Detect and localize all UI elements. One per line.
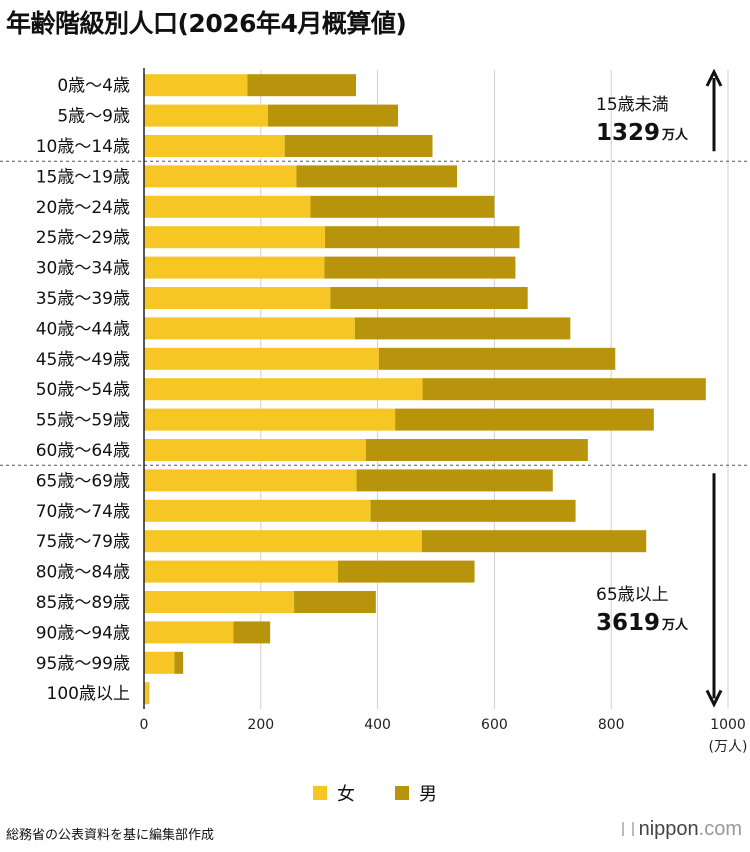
bar-female	[144, 560, 338, 583]
legend-label-female: 女	[337, 784, 355, 805]
bar-male	[247, 74, 356, 97]
bar-female	[144, 256, 325, 279]
bar-male	[284, 135, 433, 157]
bar-male	[337, 560, 475, 583]
bar-male	[330, 287, 528, 309]
bar-male	[148, 682, 150, 705]
annotation-unit: 万人	[661, 127, 689, 143]
category-label: 35歳〜39歳	[36, 289, 130, 309]
bar-female	[144, 104, 268, 127]
legend: 女 男	[0, 780, 750, 806]
category-label: 95歳〜99歳	[36, 654, 130, 674]
bar-female	[144, 226, 326, 249]
bar-female	[144, 621, 234, 644]
bar-female	[144, 651, 175, 674]
x-tick-label: 400	[364, 717, 391, 733]
logo-mark-icon	[621, 822, 634, 836]
logo-domain: .com	[698, 818, 742, 840]
bar-male	[296, 165, 458, 188]
category-label: 0歳〜4歳	[57, 76, 130, 96]
bar-female	[144, 469, 357, 492]
category-label: 80歳〜84歳	[36, 563, 130, 583]
x-tick-label: 600	[481, 717, 508, 733]
legend-swatch-female	[313, 786, 327, 800]
bar-male	[365, 439, 588, 461]
legend-item-female: 女	[313, 780, 355, 806]
category-label: 100歳以上	[47, 684, 130, 704]
chart-title: 年齢階級別人口(2026年4月概算値)	[6, 9, 407, 38]
bar-female	[144, 499, 371, 522]
bar-male	[294, 591, 376, 613]
x-tick-label: 0	[140, 717, 149, 733]
bar-male	[233, 621, 271, 644]
category-label: 70歳〜74歳	[36, 502, 130, 522]
arrow-down-icon	[705, 689, 723, 708]
annotation-label: 15歳未満	[596, 95, 669, 115]
logo-main: nippon	[638, 818, 699, 840]
bar-female	[144, 378, 423, 401]
category-label: 55歳〜59歳	[36, 411, 130, 431]
bar-female	[144, 287, 331, 309]
category-label: 75歳〜79歳	[36, 532, 130, 552]
bar-female	[144, 195, 311, 218]
x-unit-label: (万人)	[709, 739, 748, 755]
annotation-unit: 万人	[661, 617, 689, 633]
bar-female	[144, 682, 149, 705]
arrow-up-icon	[705, 68, 723, 87]
legend-label-male: 男	[419, 784, 437, 805]
bar-male	[267, 104, 399, 127]
annotation-label: 65歳以上	[596, 585, 669, 605]
bar-male	[395, 408, 654, 431]
category-label: 40歳〜44歳	[36, 319, 130, 339]
bar-female	[144, 317, 355, 340]
x-tick-label: 800	[598, 717, 625, 733]
x-axis: 0 200 400 600 800 1000 (万人)	[140, 68, 748, 755]
bar-male	[422, 378, 706, 401]
nippon-logo: nippon.com	[621, 818, 742, 841]
category-label: 15歳〜19歳	[36, 167, 130, 187]
category-label: 30歳〜34歳	[36, 259, 130, 279]
bar-female	[144, 591, 295, 613]
bar-male	[310, 195, 495, 218]
category-label: 5歳〜9歳	[57, 107, 130, 127]
x-tick-label: 1000	[710, 717, 746, 733]
category-label: 20歳〜24歳	[36, 198, 130, 218]
population-bar-chart: 0 200 400 600 800 1000 (万人) 0歳〜4歳 5歳〜9歳 10歳〜14歳 1…	[0, 68, 750, 755]
category-label: 60歳〜64歳	[36, 441, 130, 461]
bar-female	[144, 530, 422, 553]
category-label: 85歳〜89歳	[36, 593, 130, 613]
bar-female	[144, 439, 366, 461]
bar-male	[174, 651, 184, 674]
category-label: 90歳〜94歳	[36, 623, 130, 643]
bar-female	[144, 347, 379, 370]
legend-swatch-male	[395, 786, 409, 800]
bar-female	[144, 165, 297, 188]
annotation-value: 3619	[596, 610, 660, 636]
category-labels: 0歳〜4歳 5歳〜9歳 10歳〜14歳 15歳〜19歳 20歳〜24歳 25歳〜29歳 30…	[36, 76, 130, 704]
bar-male	[378, 347, 616, 370]
bar-female	[144, 408, 396, 431]
x-tick-label: 200	[247, 717, 274, 733]
bar-male	[325, 226, 520, 249]
category-label: 50歳〜54歳	[36, 380, 130, 400]
bar-male	[354, 317, 571, 340]
category-label: 10歳〜14歳	[36, 137, 130, 157]
bar-male	[421, 530, 647, 553]
bar-male	[324, 256, 516, 279]
annotation-value: 1329	[596, 120, 660, 146]
bars	[144, 74, 706, 705]
bar-male	[356, 469, 553, 492]
bar-female	[144, 135, 285, 157]
bar-female	[144, 74, 248, 97]
category-label: 25歳〜29歳	[36, 228, 130, 248]
source-note: 総務省の公表資料を基に編集部作成	[6, 828, 215, 843]
category-label: 65歳〜69歳	[36, 471, 130, 491]
category-label: 45歳〜49歳	[36, 350, 130, 370]
legend-item-male: 男	[395, 780, 437, 806]
bar-male	[370, 499, 576, 522]
